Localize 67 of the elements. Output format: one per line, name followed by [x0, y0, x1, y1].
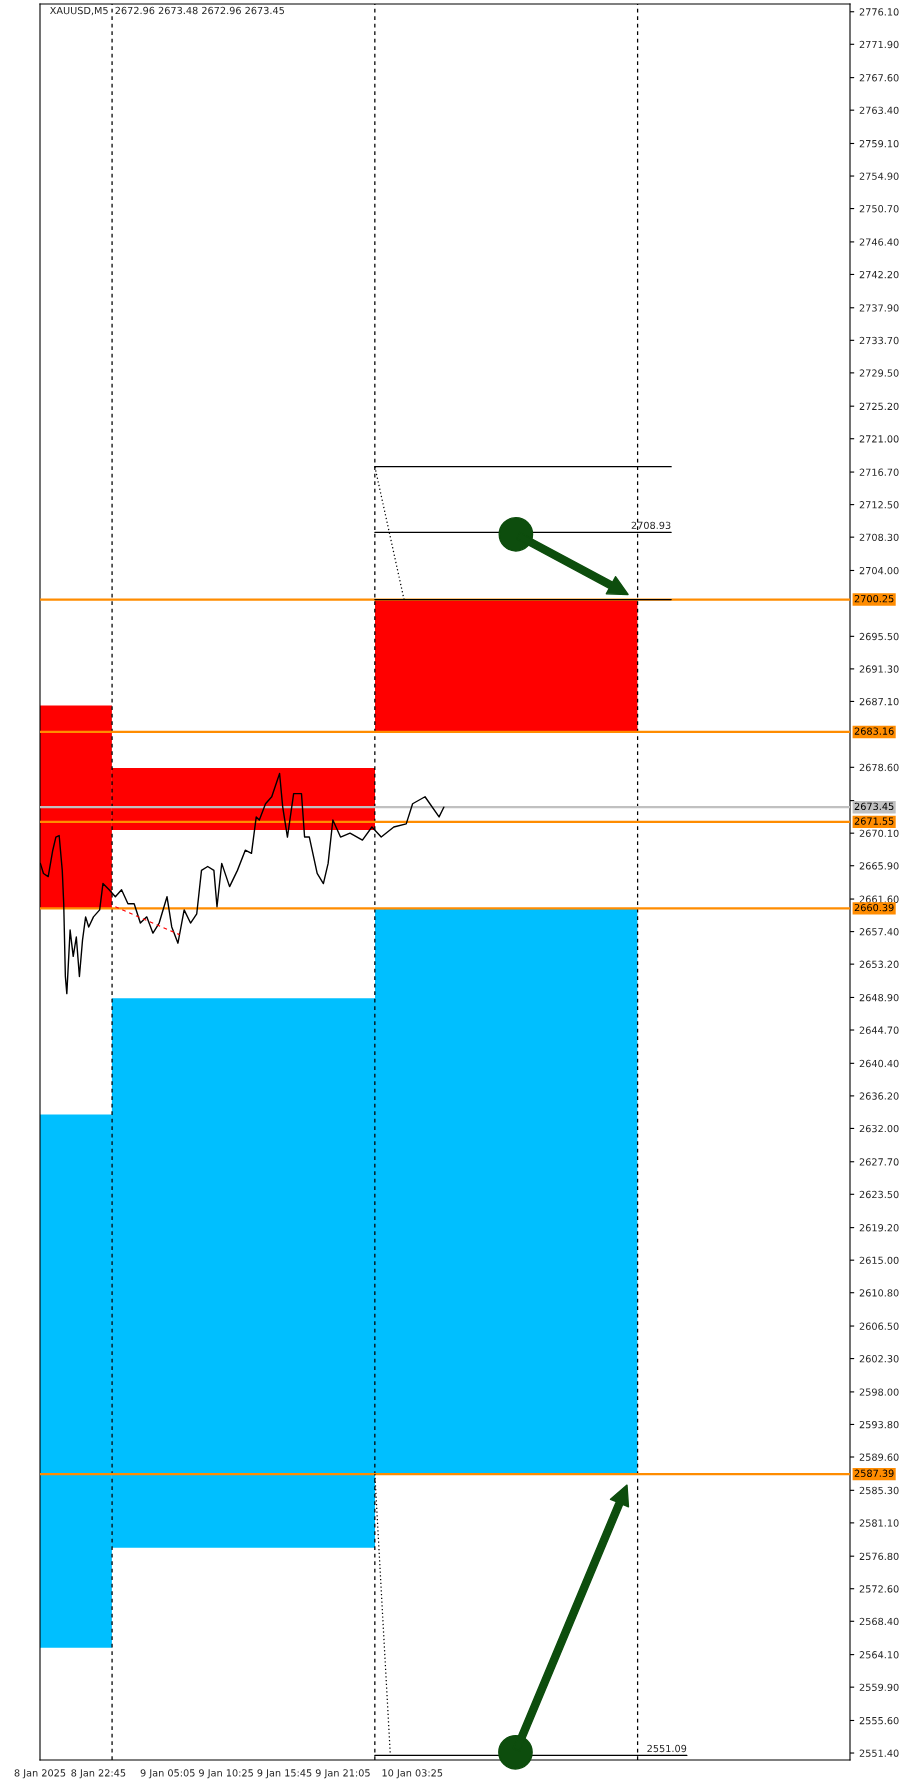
- y-tick-label: 2687.10: [859, 697, 899, 706]
- y-tick-label: 2585.30: [859, 1486, 899, 1495]
- y-tick-label: 2551.40: [859, 1749, 899, 1757]
- y-tick-label: 2598.00: [859, 1388, 899, 1396]
- y-tick-label: 2648.90: [859, 993, 899, 1002]
- y-tick-label: 2737.90: [859, 304, 899, 312]
- y-tick-label: 2742.20: [859, 270, 899, 279]
- y-tick-label: 2704.00: [859, 566, 899, 575]
- y-tick-label: 2695.50: [859, 632, 899, 641]
- y-tick-label: 2555.60: [859, 1716, 899, 1725]
- y-tick-label: 2581.10: [859, 1519, 899, 1527]
- ref-line-label: 2587.39: [854, 1469, 894, 1477]
- x-tick-label: 8 Jan 2025: [14, 1769, 66, 1779]
- chart-title: XAUUSD,M5 2672.96 2673.48 2672.96 2673.45: [50, 6, 284, 16]
- y-tick-label: 2644.70: [859, 1026, 899, 1034]
- ref-line-label: 2683.16: [854, 727, 894, 735]
- x-tick-label: 8 Jan 22:45: [71, 1769, 126, 1779]
- y-tick-label: 2661.60: [859, 895, 899, 903]
- y-tick-label: 2665.90: [859, 862, 899, 870]
- y-tick-label: 2712.50: [859, 501, 899, 509]
- y-tick-label: 2636.20: [859, 1092, 899, 1100]
- y-tick-label: 2572.60: [859, 1585, 899, 1593]
- y-tick-label: 2759.10: [859, 139, 899, 148]
- y-tick-label: 2763.40: [859, 106, 899, 114]
- y-tick-label: 2564.10: [859, 1651, 899, 1659]
- x-tick-label: 9 Jan 05:05: [140, 1769, 195, 1779]
- y-tick-label: 2754.90: [859, 172, 899, 180]
- y-tick-label: 2733.70: [859, 336, 899, 345]
- y-tick-label: 2691.30: [859, 665, 899, 673]
- y-tick-label: 2678.60: [859, 763, 899, 772]
- y-tick-label: 2708.30: [859, 533, 899, 541]
- y-tick-label: 2771.90: [859, 40, 899, 49]
- y-tick-label: 2632.00: [859, 1124, 899, 1133]
- y-tick-label: 2576.80: [859, 1552, 899, 1561]
- annotation: 2551.09: [647, 1744, 687, 1753]
- y-tick-label: 2627.70: [859, 1158, 899, 1166]
- ref-line-label: 2673.45: [854, 802, 894, 811]
- y-tick-label: 2559.90: [859, 1683, 899, 1691]
- y-tick-label: 2750.70: [859, 205, 899, 213]
- y-tick-label: 2729.50: [859, 369, 899, 377]
- annotation: 2708.93: [631, 521, 671, 529]
- y-tick-label: 2568.40: [859, 1617, 899, 1626]
- y-tick-label: 2725.20: [859, 402, 899, 411]
- ref-line-label: 2700.25: [854, 595, 894, 603]
- y-tick-label: 2653.20: [859, 960, 899, 968]
- y-tick-label: 2619.20: [859, 1224, 899, 1232]
- x-tick-label: 9 Jan 21:05: [315, 1769, 370, 1779]
- x-tick-label: 9 Jan 15:45: [257, 1769, 312, 1779]
- y-tick-label: 2746.40: [859, 238, 899, 246]
- x-tick-label: 9 Jan 10:25: [199, 1769, 253, 1779]
- y-tick-label: 2767.60: [859, 74, 899, 82]
- y-tick-label: 2602.30: [859, 1355, 899, 1363]
- y-tick-label: 2776.10: [859, 8, 899, 16]
- y-tick-label: 2610.80: [859, 1289, 899, 1297]
- y-tick-label: 2716.70: [859, 468, 899, 476]
- y-tick-label: 2670.10: [859, 829, 899, 838]
- y-tick-label: 2657.40: [859, 928, 899, 936]
- y-tick-label: 2593.80: [859, 1420, 899, 1429]
- y-tick-label: 2606.50: [859, 1322, 899, 1330]
- y-tick-label: 2615.00: [859, 1256, 899, 1264]
- y-tick-label: 2640.40: [859, 1059, 899, 1068]
- y-tick-label: 2589.60: [859, 1453, 899, 1461]
- ref-line-label: 2660.39: [854, 903, 894, 912]
- y-tick-label: 2623.50: [859, 1190, 899, 1199]
- ref-line-label: 2671.55: [854, 817, 894, 825]
- x-tick-label: 10 Jan 03:25: [382, 1769, 443, 1779]
- y-tick-label: 2721.00: [859, 435, 899, 443]
